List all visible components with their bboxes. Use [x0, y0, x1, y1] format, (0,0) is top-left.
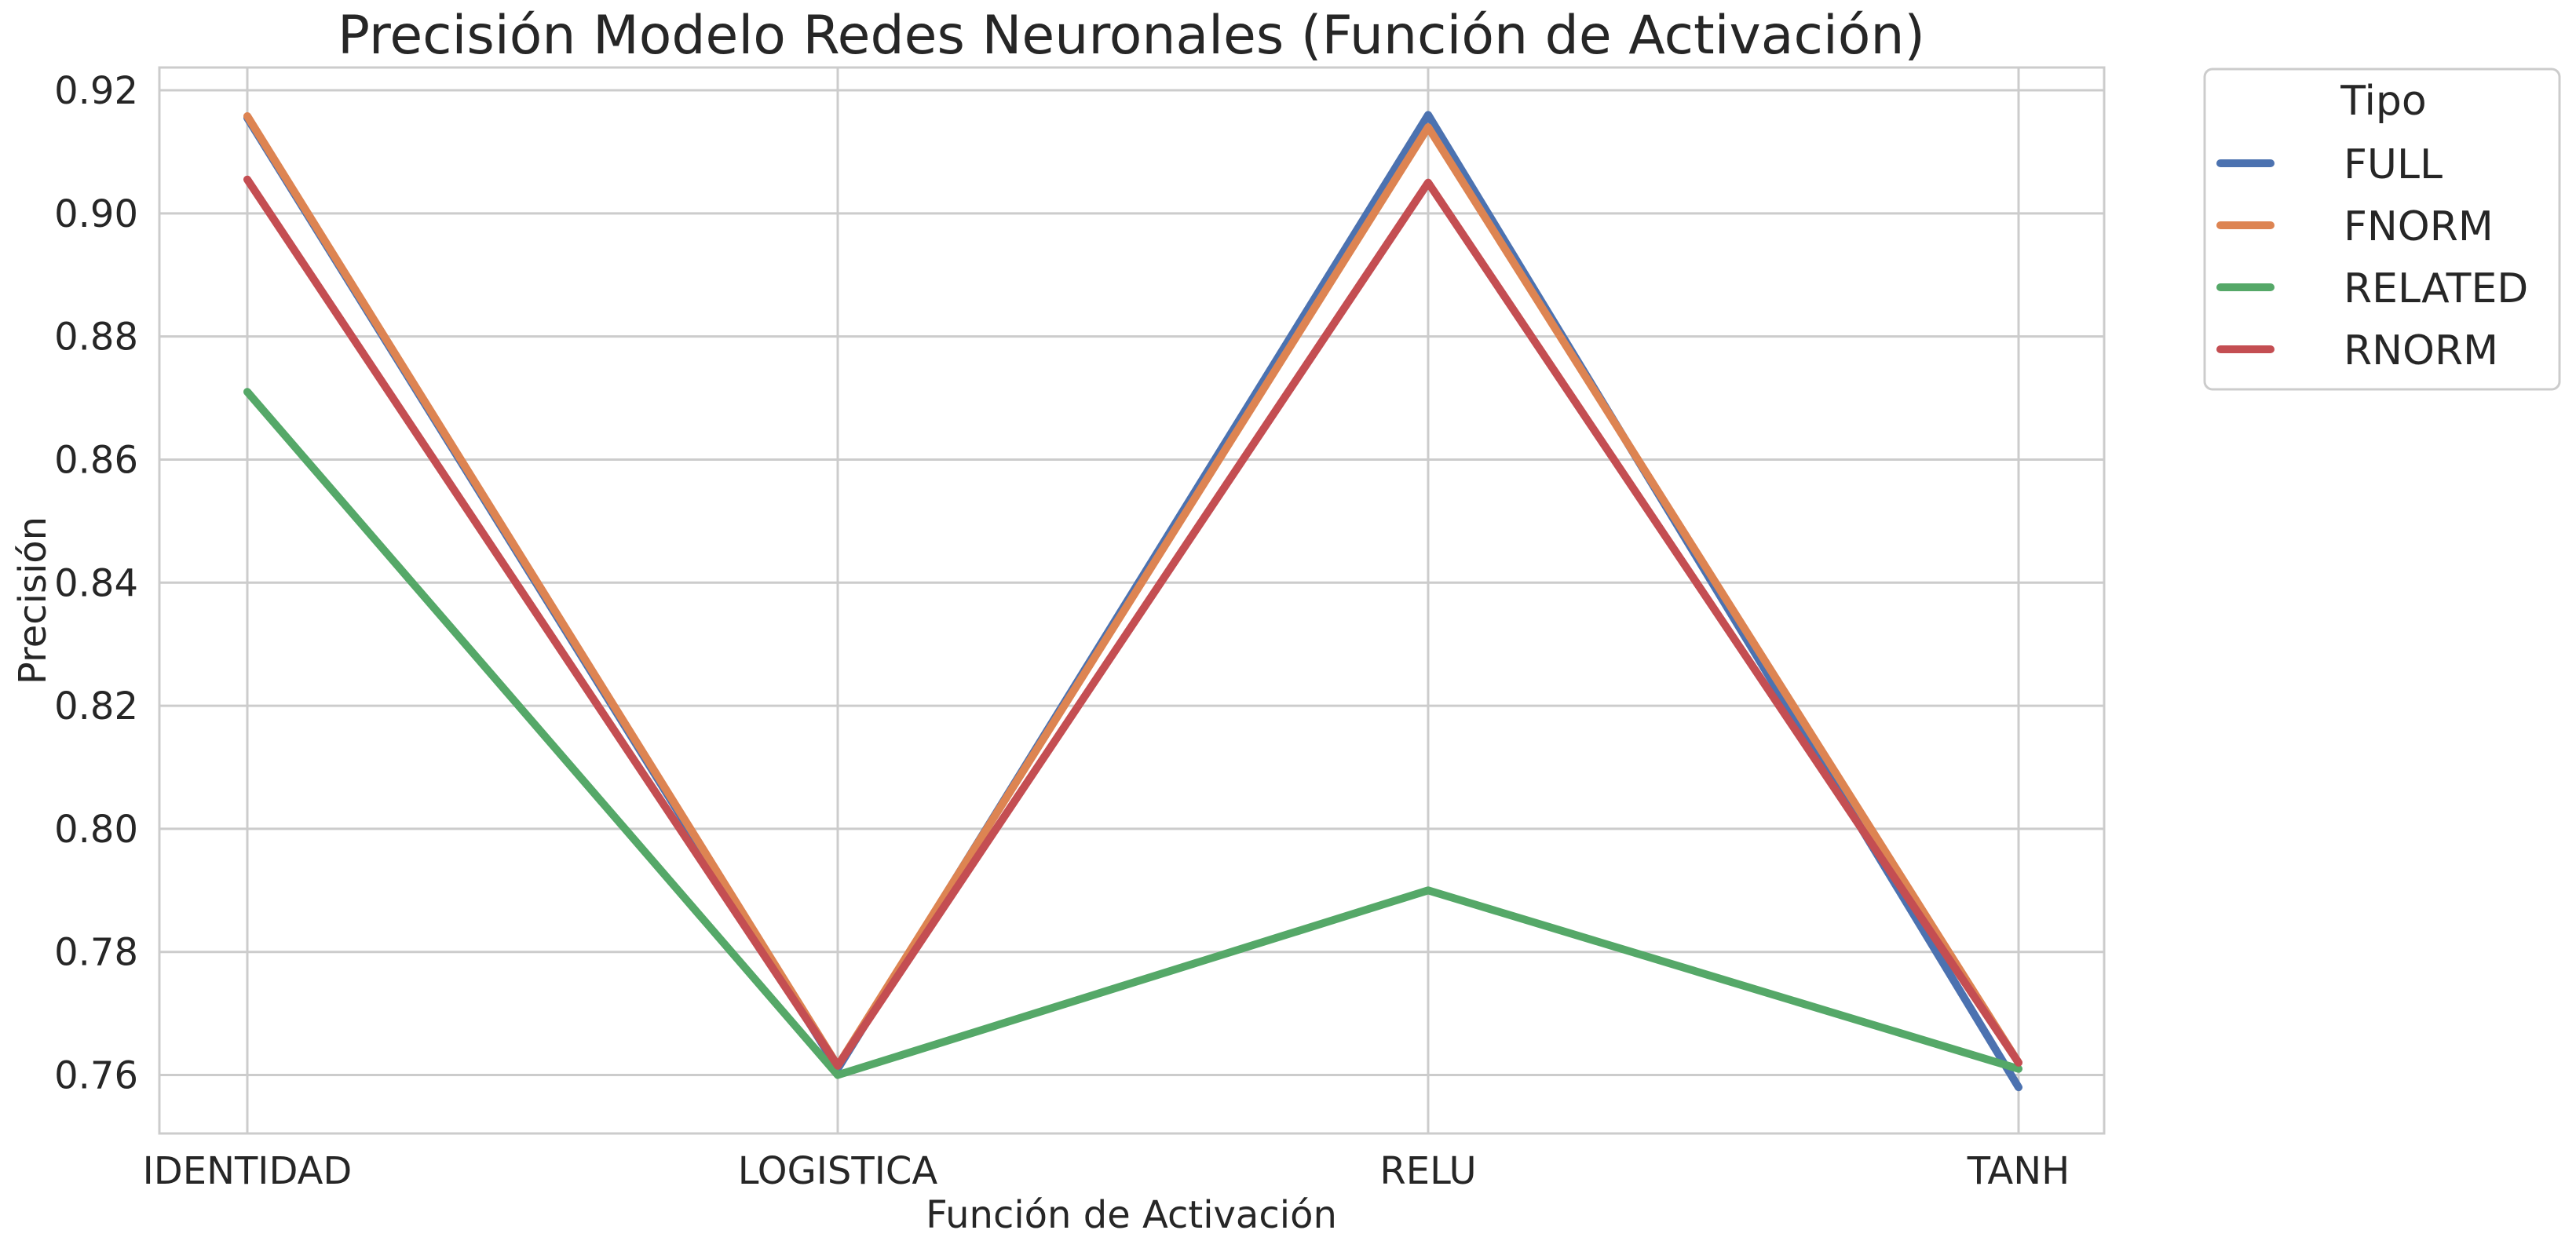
y-axis-label: Precisión — [11, 516, 55, 684]
legend-items: FULL FNORM RELATED RNORM — [2216, 141, 2528, 374]
legend-frame — [2203, 68, 2561, 391]
y-tick-label: 0.84 — [54, 561, 138, 605]
legend: Tipo FULL FNORM RELATED RNORM — [2203, 68, 2561, 391]
series-line-rnorm — [243, 175, 2022, 1070]
x-tick-labels: IDENTIDAD LOGISTICA RELU TANH — [143, 1149, 2070, 1193]
y-tick-label: 0.90 — [54, 192, 138, 236]
x-tick-label: RELU — [1379, 1149, 1476, 1193]
x-axis-label: Función de Activación — [926, 1193, 1337, 1237]
y-tick-label: 0.82 — [54, 684, 138, 728]
legend-label: RELATED — [2344, 265, 2528, 312]
y-tick-label: 0.78 — [54, 931, 138, 975]
grid-lines — [159, 68, 2104, 1133]
legend-title: Tipo — [2340, 78, 2426, 125]
chart-title: Precisión Modelo Redes Neuronales (Funci… — [338, 5, 1925, 67]
series-line-fnorm — [243, 111, 2022, 1070]
x-tick-label: IDENTIDAD — [143, 1149, 353, 1193]
y-tick-label: 0.80 — [54, 808, 138, 852]
x-tick-label: LOGISTICA — [738, 1149, 938, 1193]
y-tick-labels: 0.76 0.78 0.80 0.82 0.84 0.86 0.88 0.90 0.92 — [54, 69, 138, 1098]
series-line-related — [243, 388, 2022, 1079]
y-tick-label: 0.92 — [54, 69, 138, 113]
legend-label: FULL — [2344, 141, 2443, 188]
y-tick-label: 0.86 — [54, 438, 138, 482]
legend-label: RNORM — [2344, 327, 2498, 374]
x-tick-label: TANH — [1967, 1149, 2070, 1193]
legend-label: FNORM — [2344, 203, 2494, 250]
series-lines — [243, 111, 2022, 1092]
y-tick-label: 0.76 — [54, 1054, 138, 1098]
y-tick-label: 0.88 — [54, 316, 138, 360]
